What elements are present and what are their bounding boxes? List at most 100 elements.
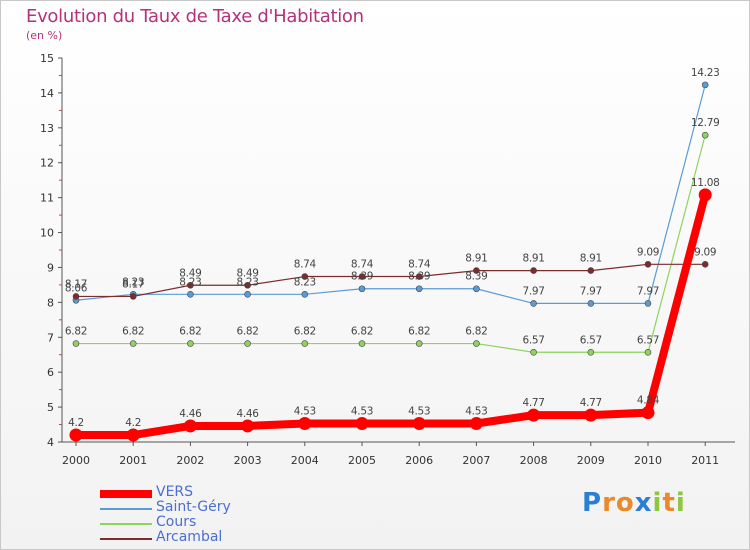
y-tick-label: 14	[40, 87, 54, 100]
data-point	[701, 131, 709, 139]
legend-swatch	[100, 523, 152, 525]
data-point	[701, 81, 709, 89]
data-label: 6.57	[523, 334, 545, 346]
data-point	[641, 406, 655, 420]
data-point	[69, 428, 83, 442]
logo-letter: i	[652, 488, 663, 518]
data-label: 4.53	[351, 405, 373, 417]
logo-letter: i	[675, 488, 686, 518]
legend-label: Saint-Géry	[156, 499, 231, 515]
data-label: 9.09	[637, 246, 659, 258]
series-line-vers	[72, 190, 710, 440]
data-point	[584, 408, 598, 422]
data-point	[701, 261, 709, 268]
data-label: 6.82	[179, 326, 201, 338]
data-label: 6.82	[237, 326, 259, 338]
logo-letter: P	[582, 488, 603, 518]
legend-swatch	[100, 508, 152, 510]
data-point	[412, 416, 426, 430]
data-label: 8.23	[237, 276, 259, 288]
x-tick-label: 2005	[348, 454, 376, 467]
data-point	[698, 188, 712, 202]
data-point	[644, 261, 652, 268]
y-tick-label: 12	[40, 157, 54, 170]
data-point	[244, 281, 251, 289]
x-tick-label: 2003	[234, 454, 262, 467]
y-tick-label: 6	[47, 366, 54, 379]
y-tick-label: 7	[47, 331, 54, 344]
data-label: 7.97	[637, 285, 659, 297]
data-point	[129, 293, 137, 300]
y-tick-label: 13	[40, 122, 54, 135]
data-point	[473, 267, 480, 274]
data-label: 8.06	[65, 282, 88, 294]
x-tick-label: 2000	[62, 454, 90, 467]
data-label: 6.82	[465, 326, 487, 338]
data-label: 8.23	[294, 276, 316, 288]
data-label: 12.79	[691, 117, 720, 129]
data-label: 6.82	[294, 326, 316, 338]
logo-letter: o	[615, 488, 635, 518]
x-tick-label: 2004	[291, 454, 319, 467]
data-point	[469, 416, 483, 430]
data-point	[473, 285, 480, 293]
data-label: 4.46	[179, 408, 202, 420]
data-point	[183, 419, 197, 433]
data-point	[358, 273, 366, 280]
data-point	[358, 285, 366, 293]
x-tick-label: 2009	[577, 454, 605, 467]
data-point	[129, 340, 137, 347]
data-point	[244, 291, 251, 298]
data-point	[530, 300, 537, 307]
data-label: 8.91	[465, 253, 487, 265]
proxiti-logo: Proxiti	[582, 488, 686, 518]
y-tick-label: 5	[47, 401, 54, 414]
data-point	[644, 300, 652, 307]
y-tick-label: 15	[40, 52, 54, 65]
data-label: 6.57	[637, 334, 659, 346]
data-label: 8.17	[122, 278, 144, 290]
legend-swatch	[100, 538, 152, 540]
data-label: 4.46	[237, 408, 260, 420]
data-point	[587, 348, 595, 356]
data-label: 6.82	[408, 326, 430, 338]
logo-letter: t	[662, 488, 676, 518]
data-point	[301, 291, 309, 298]
data-point	[587, 267, 595, 274]
legend-item: Arcambal	[100, 529, 300, 547]
data-point	[527, 408, 541, 422]
series-line-cours	[75, 134, 706, 353]
axes: 4 5 6 7 8 9 10 11 12 13 14 15 2000 2001 2002 2003 2004 20…	[40, 52, 735, 467]
data-point	[530, 267, 537, 274]
data-point	[72, 293, 80, 300]
x-tick-label: 2011	[691, 454, 719, 467]
data-point	[415, 340, 423, 347]
x-tick-label: 2006	[405, 454, 433, 467]
data-point	[298, 416, 312, 430]
data-point	[72, 340, 80, 347]
data-point	[415, 285, 423, 293]
data-label: 8.39	[408, 271, 430, 283]
data-labels: 4.2 4.2 4.46 4.46 4.53 4.53 4.53 4.53 4.77 4.77 4.…	[65, 67, 720, 429]
x-tick-label: 2008	[520, 454, 548, 467]
data-label: 4.53	[465, 405, 487, 417]
data-label: 8.74	[351, 259, 374, 271]
x-tick-label: 2007	[462, 454, 490, 467]
data-label: 6.57	[580, 334, 602, 346]
data-label: 4.84	[637, 395, 660, 407]
y-tick-label: 10	[40, 227, 54, 240]
legend-swatch	[100, 490, 152, 498]
data-point	[355, 416, 369, 430]
data-label: 8.49	[237, 267, 259, 279]
data-label: 7.97	[523, 285, 545, 297]
y-tick-label: 4	[47, 436, 54, 449]
legend-label: Arcambal	[156, 529, 223, 545]
data-point	[415, 273, 423, 280]
data-label: 6.82	[65, 326, 87, 338]
series-layer	[69, 81, 712, 442]
data-label: 14.23	[691, 67, 720, 79]
data-point	[587, 300, 595, 307]
data-point	[187, 340, 194, 347]
data-label: 8.23	[179, 276, 201, 288]
legend-item: Saint-Géry	[100, 499, 300, 517]
